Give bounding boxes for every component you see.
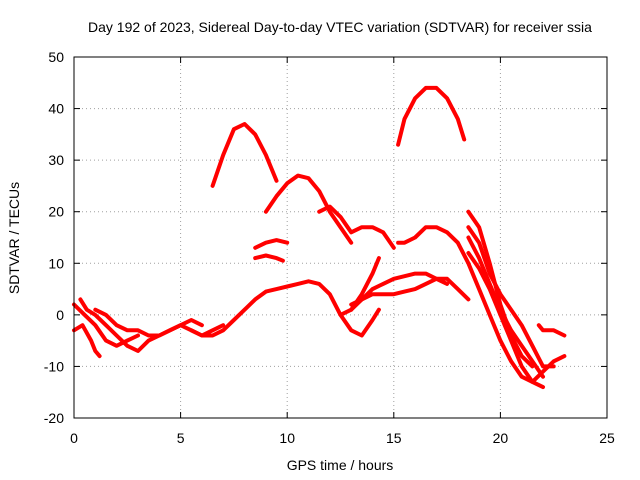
- series-arc-2: [72, 323, 102, 359]
- tick-layer: 0 5 10 15 20 25 -20 -10 0 10 20 30 40 50: [44, 49, 615, 446]
- x-tick-label: 10: [279, 430, 295, 446]
- series-arc-9: [253, 253, 285, 263]
- series-arc-20: [536, 323, 567, 338]
- x-tick-label: 15: [386, 430, 402, 446]
- series-arc-8: [253, 238, 290, 250]
- y-tick-label: -10: [44, 358, 64, 374]
- series-arc-5: [189, 279, 381, 338]
- grid-layer: [74, 57, 607, 418]
- y-tick-label: 0: [56, 307, 64, 323]
- y-tick-label: 10: [48, 255, 64, 271]
- x-tick-label: 25: [599, 430, 615, 446]
- y-tick-label: 30: [48, 152, 64, 168]
- x-tick-label: 5: [177, 430, 185, 446]
- y-tick-label: 40: [48, 101, 64, 117]
- series-arc-4: [93, 307, 204, 338]
- series-arc-11: [396, 85, 467, 147]
- series-arc-12: [396, 225, 567, 384]
- x-tick-label: 0: [70, 430, 78, 446]
- series-arc-19: [466, 225, 556, 369]
- y-tick-label: -20: [44, 410, 64, 426]
- y-tick-label: 50: [48, 49, 64, 65]
- chart-title: Day 192 of 2023, Sidereal Day-to-day VTE…: [88, 19, 592, 35]
- series-arc-17: [466, 235, 545, 379]
- y-axis-label: SDTVAR / TECUs: [6, 182, 22, 294]
- series-arc-7: [263, 173, 354, 245]
- series-arc-1: [72, 302, 140, 348]
- series-arc-18: [466, 251, 545, 390]
- trace-layer: [72, 85, 567, 390]
- y-tick-label: 20: [48, 204, 64, 220]
- series-arc-15: [349, 276, 471, 307]
- series-arc-6: [210, 122, 279, 188]
- plot-frame: [73, 56, 608, 419]
- x-tick-label: 20: [493, 430, 509, 446]
- series-arc-10: [317, 204, 396, 250]
- x-axis-label: GPS time / hours: [287, 457, 394, 473]
